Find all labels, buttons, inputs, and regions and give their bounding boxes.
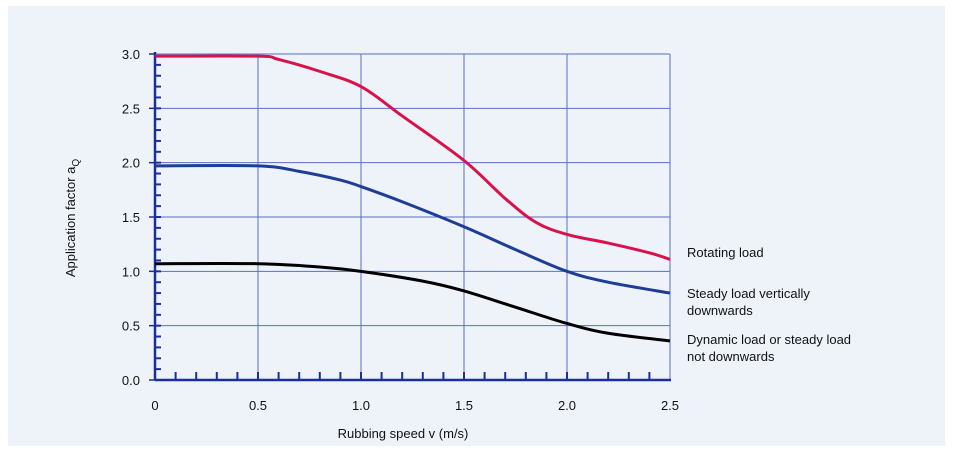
legend-label: Dynamic load or steady load — [687, 332, 851, 347]
series-line — [154, 261, 671, 343]
legend-label: Rotating load — [687, 245, 764, 260]
axes — [153, 52, 671, 382]
y-axis-label-main: Application factor a — [63, 166, 78, 277]
x-axis-label: Rubbing speed v (m/s) — [338, 426, 469, 441]
minor-ticks — [149, 53, 651, 381]
y-tick-label: 1.0 — [122, 264, 140, 279]
series-line — [154, 164, 671, 295]
legend-label: downwards — [687, 303, 753, 318]
grid — [155, 53, 671, 380]
y-tick-label: 0.5 — [122, 319, 140, 334]
y-tick-label: 1.5 — [122, 210, 140, 225]
y-axis-label: Application factor aQ — [63, 159, 82, 278]
x-tick-label: 2.5 — [661, 398, 679, 413]
legend-labels: Rotating load Steady load vertically downw… — [687, 245, 851, 364]
x-tick-label: 0.5 — [249, 398, 267, 413]
y-tick-label: 3.0 — [122, 47, 140, 62]
y-tick-label: 0.0 — [122, 373, 140, 388]
chart-panel — [8, 6, 945, 446]
y-tick-label: 2.5 — [122, 101, 140, 116]
legend-label: Steady load vertically — [687, 286, 810, 301]
y-axis-label-subscript: Q — [71, 159, 82, 167]
series-lines — [154, 54, 671, 343]
x-tick-label: 2.0 — [558, 398, 576, 413]
y-tick-label: 2.0 — [122, 156, 140, 171]
x-tick-label: 1.5 — [455, 398, 473, 413]
series-line — [154, 54, 671, 261]
legend-label: not downwards — [687, 349, 775, 364]
tick-labels: 0 0.5 1.0 1.5 2.0 2.5 0.0 0.5 1.0 1.5 2.0 2.5 3.0 — [122, 47, 679, 413]
x-tick-label: 0 — [151, 398, 158, 413]
x-tick-label: 1.0 — [352, 398, 370, 413]
